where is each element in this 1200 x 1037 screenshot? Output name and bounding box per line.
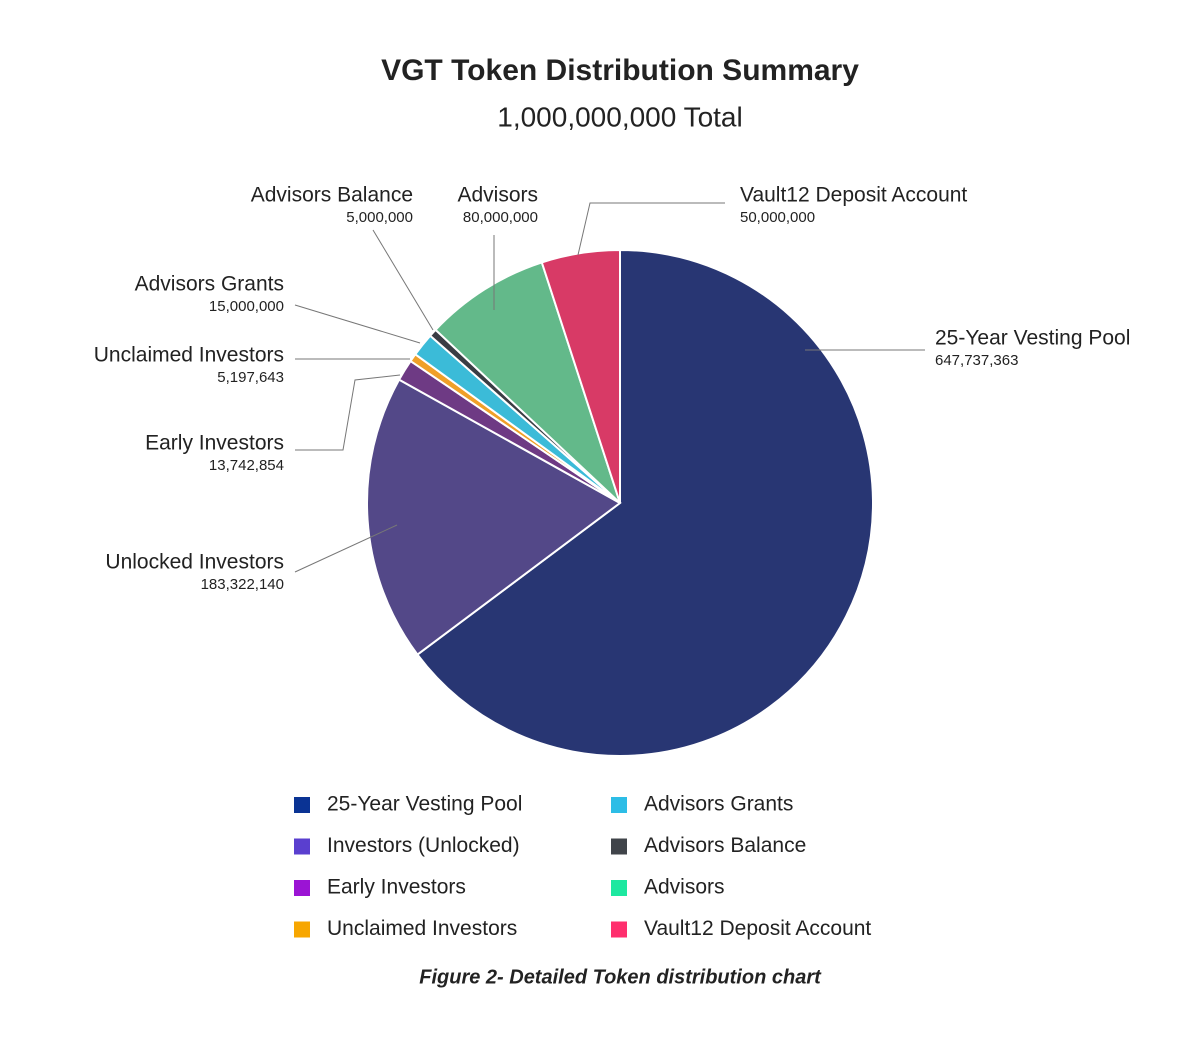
pie-slice [434, 261, 621, 504]
slice-label: Unlocked Investors [105, 551, 284, 574]
legend-label: 25-Year Vesting Pool [327, 793, 522, 816]
legend-swatch [611, 880, 627, 896]
legend-swatch [611, 838, 627, 855]
pie-slice [366, 378, 622, 657]
slice-value-label: 13,742,854 [209, 457, 284, 474]
legend-label: Early Investors [327, 876, 466, 899]
legend-label: Advisors Balance [644, 834, 806, 857]
slice-value-label: 5,000,000 [346, 209, 413, 226]
slice-label: Unclaimed Investors [94, 344, 284, 367]
legend-swatch [294, 921, 310, 938]
pie-slice [416, 248, 874, 757]
legend-label: Unclaimed Investors [327, 917, 517, 940]
legend-swatch [611, 921, 627, 938]
slice-value-label: 80,000,000 [463, 209, 538, 226]
leader-line [294, 304, 421, 344]
leader-line [294, 524, 398, 573]
legend-swatch [294, 880, 310, 896]
slice-label: Early Investors [145, 432, 284, 455]
slice-label: Advisors [457, 184, 538, 207]
slice-value-label: 5,197,643 [217, 369, 284, 386]
legend-label: Advisors [644, 876, 725, 899]
leader-line [372, 229, 434, 331]
legend-swatch [611, 797, 627, 813]
legend-swatch [294, 838, 310, 855]
slice-value-label: 50,000,000 [740, 209, 815, 226]
slice-label: 25-Year Vesting Pool [935, 327, 1130, 350]
slice-value-label: 183,322,140 [201, 576, 284, 593]
leader-line [577, 202, 725, 256]
leader-line [295, 374, 401, 451]
slice-label: Advisors Balance [251, 184, 413, 207]
slice-label: Advisors Grants [135, 273, 284, 296]
caption: Figure 2- Detailed Token distribution ch… [419, 966, 822, 988]
slice-value-label: 647,737,363 [935, 352, 1018, 369]
legend-label: Advisors Grants [644, 793, 793, 816]
chart-title: VGT Token Distribution Summary [381, 54, 859, 87]
pie-slice [540, 248, 621, 504]
legend-label: Vault12 Deposit Account [644, 917, 871, 940]
chart-subtitle: 1,000,000,000 Total [497, 101, 742, 132]
legend-swatch [294, 797, 310, 813]
slice-label: Vault12 Deposit Account [740, 184, 967, 207]
slice-value-label: 15,000,000 [209, 298, 284, 315]
legend-label: Investors (Unlocked) [327, 834, 520, 857]
